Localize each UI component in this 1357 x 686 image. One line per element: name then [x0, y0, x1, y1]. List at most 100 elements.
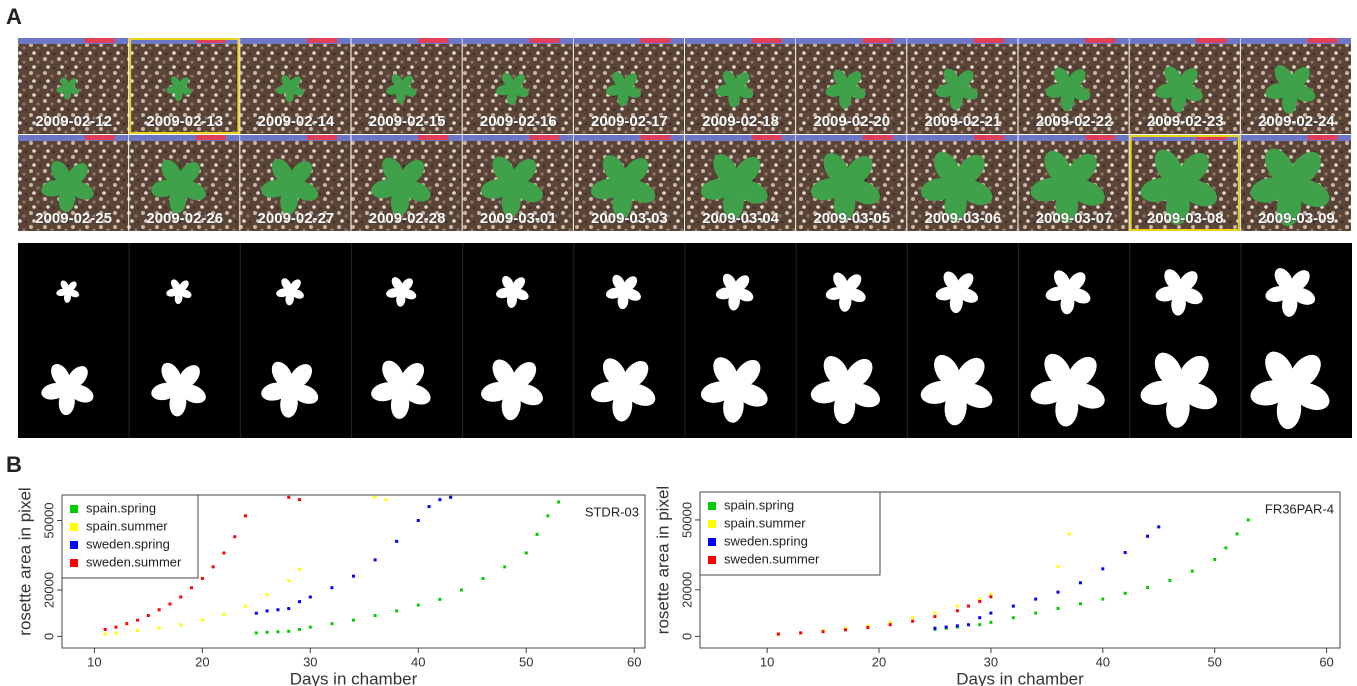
- x-tick-label: 30: [303, 654, 317, 669]
- point: [373, 558, 377, 562]
- leaf-center: [842, 84, 850, 92]
- leaf-center: [953, 287, 962, 295]
- mask-tile: [590, 358, 656, 422]
- mask-tile: [41, 363, 94, 416]
- leaf-center: [1061, 178, 1076, 192]
- leaf: [1069, 288, 1091, 304]
- point: [888, 623, 892, 627]
- tray-marker: [195, 38, 226, 43]
- photo-tile: 2009-03-07: [1018, 135, 1129, 231]
- leaf: [810, 381, 845, 404]
- leaf: [736, 180, 768, 204]
- leaf: [1055, 187, 1079, 224]
- point: [200, 618, 204, 622]
- leaf: [622, 360, 649, 389]
- leaf: [506, 291, 517, 308]
- series: [776, 595, 993, 636]
- leaf-center: [509, 85, 516, 91]
- point: [955, 624, 959, 628]
- series: [254, 500, 561, 635]
- mask-tile: [1155, 269, 1203, 316]
- leaf: [624, 85, 641, 98]
- leaf: [276, 288, 290, 298]
- legend-label: spain.spring: [724, 497, 794, 512]
- point: [1101, 567, 1105, 571]
- photo-tile: 2009-02-15: [351, 38, 462, 134]
- date-label: 2009-02-27: [258, 210, 335, 227]
- mask-tile: [386, 277, 417, 307]
- leaf: [1166, 390, 1190, 428]
- leaf: [371, 179, 400, 199]
- legend-label: spain.summer: [724, 515, 806, 530]
- point: [1056, 606, 1060, 610]
- mask-tile: [496, 275, 529, 308]
- point: [114, 625, 118, 629]
- leaf: [41, 179, 67, 197]
- point: [933, 611, 937, 615]
- leaf-center: [1172, 177, 1187, 193]
- date-label: 2009-02-17: [591, 113, 668, 130]
- point: [776, 632, 780, 636]
- tray-marker: [751, 135, 782, 140]
- leaf: [401, 278, 413, 292]
- leaf: [1250, 380, 1289, 406]
- date-label: 2009-03-07: [1036, 210, 1113, 227]
- leaf: [625, 180, 656, 203]
- date-label: 2009-02-28: [369, 210, 446, 227]
- leaf: [1274, 65, 1293, 88]
- leaf: [602, 358, 627, 388]
- leaf: [1265, 286, 1290, 303]
- leaf: [605, 84, 623, 96]
- leaf: [289, 364, 312, 389]
- mask-tile: [935, 271, 979, 314]
- leaf: [178, 365, 200, 389]
- leaf-center: [1175, 286, 1185, 296]
- leaf: [622, 157, 649, 186]
- photo-tile: 2009-02-17: [573, 38, 684, 134]
- x-tick-label: 40: [411, 654, 425, 669]
- leaf: [612, 274, 626, 291]
- point: [1224, 546, 1228, 550]
- date-label: 2009-02-15: [369, 113, 446, 130]
- leaf: [1166, 187, 1190, 225]
- tray-edge: [1018, 38, 1129, 44]
- annotation: STDR-03: [585, 504, 639, 519]
- tray-marker: [84, 38, 115, 43]
- leaf-center: [506, 382, 519, 394]
- leaf: [1289, 270, 1310, 292]
- tray-marker: [974, 38, 1005, 43]
- tray-edge: [351, 38, 462, 44]
- leaf: [723, 390, 744, 423]
- leaf: [1053, 270, 1071, 291]
- date-label: 2009-02-13: [146, 113, 223, 130]
- leaf-center: [839, 178, 853, 192]
- leaf: [276, 85, 290, 95]
- point: [989, 592, 993, 596]
- leaf: [1274, 268, 1293, 291]
- leaf: [934, 354, 961, 388]
- leaf: [481, 381, 511, 402]
- leaf: [506, 88, 517, 105]
- point: [103, 627, 107, 631]
- legend-label: sweden.summer: [724, 551, 820, 566]
- point: [157, 626, 161, 630]
- leaf: [1154, 352, 1183, 388]
- point: [276, 608, 280, 612]
- series: [933, 518, 1250, 631]
- date-label: 2009-03-05: [813, 210, 890, 227]
- leaf: [844, 155, 873, 186]
- leaf: [1045, 286, 1068, 301]
- leaf: [68, 86, 80, 95]
- x-axis-label: Days in chamber: [956, 669, 1084, 686]
- point: [298, 600, 302, 604]
- tray-marker: [1307, 38, 1338, 43]
- leaf: [590, 381, 623, 403]
- point: [449, 495, 453, 499]
- tray-edge: [1240, 38, 1351, 44]
- leaf: [733, 359, 761, 389]
- leaf: [289, 161, 312, 186]
- tray-edge: [1129, 38, 1240, 44]
- leaf: [935, 286, 957, 301]
- leaf: [844, 358, 873, 389]
